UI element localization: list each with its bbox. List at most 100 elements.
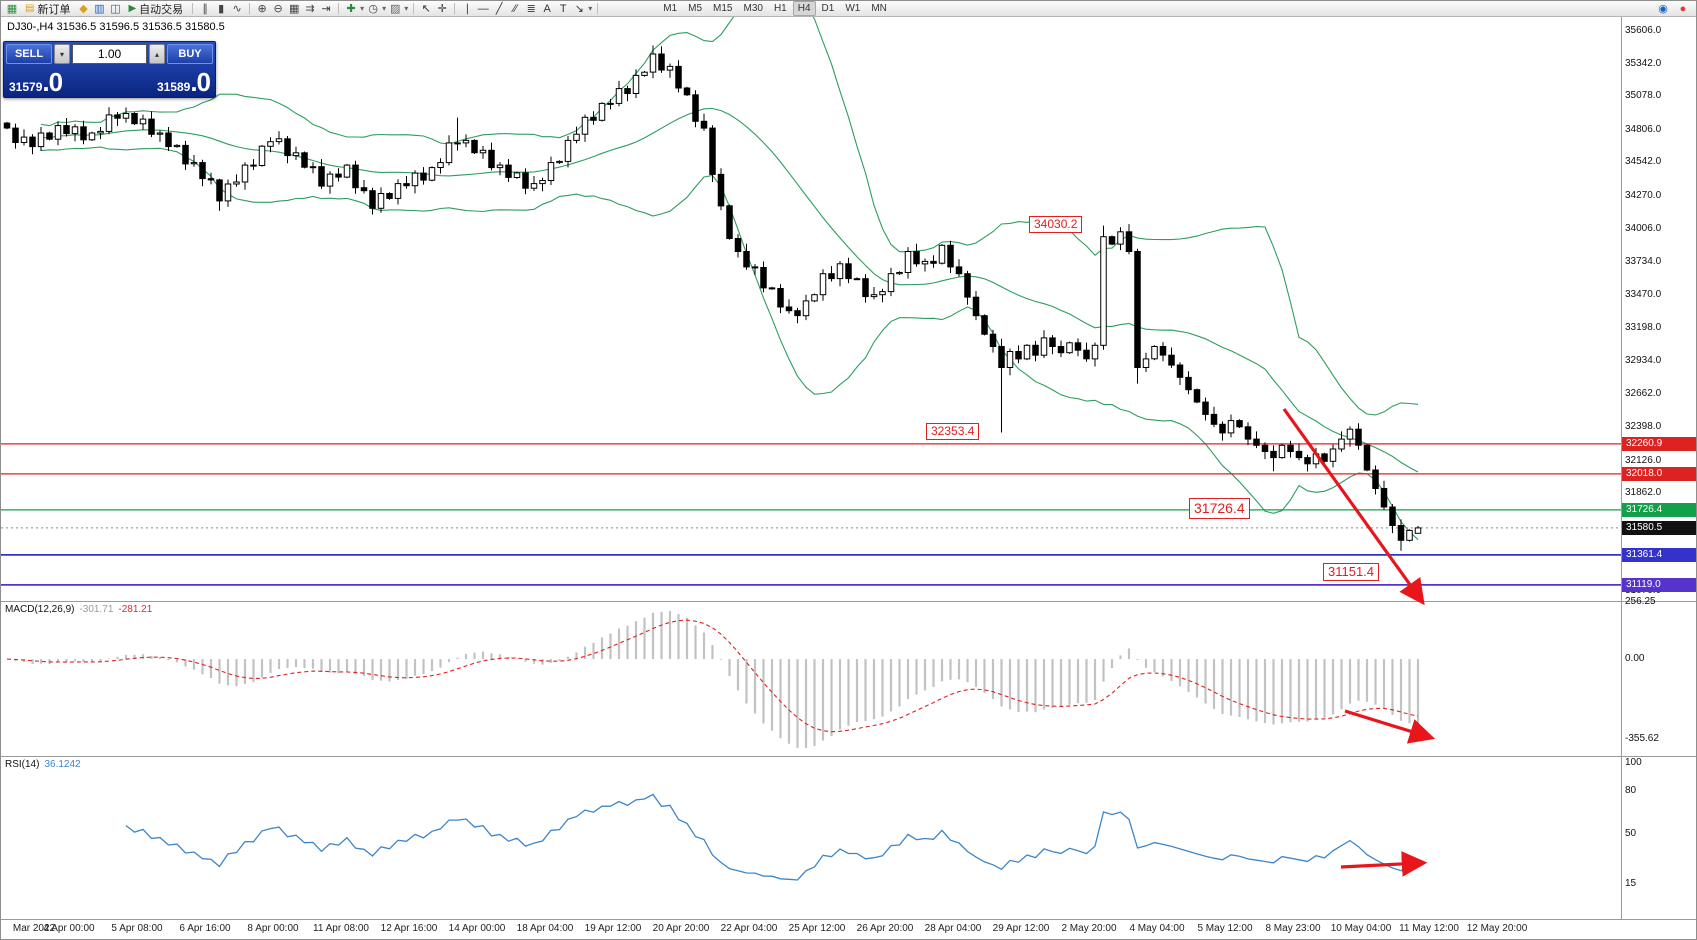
- dropdown-caret-icon[interactable]: ▾: [360, 4, 365, 13]
- horizontal-line-icon[interactable]: ―: [477, 2, 489, 15]
- data-window-icon[interactable]: ◫: [110, 2, 121, 15]
- time-axis-label: 28 Apr 04:00: [924, 923, 982, 934]
- price-annotation[interactable]: 34030.2: [1029, 216, 1083, 233]
- time-axis-label: 8 May 23:00: [1265, 923, 1321, 934]
- price-axis-label: 35606.0: [1625, 25, 1662, 36]
- market-watch-icon[interactable]: ▥: [94, 2, 105, 15]
- price-axis-label: 31862.0: [1625, 487, 1662, 498]
- trend-arrow-2[interactable]: [1344, 709, 1436, 744]
- price-tag[interactable]: 31726.4: [1622, 503, 1696, 517]
- horizontal-level-lines[interactable]: [1, 443, 1621, 586]
- price-tag[interactable]: 31119.0: [1622, 578, 1696, 592]
- toolbar-separator: [413, 3, 415, 14]
- indicators-icon[interactable]: ✚: [346, 2, 356, 15]
- new-chart-icon[interactable]: ▦: [6, 2, 18, 15]
- dropdown-caret-icon[interactable]: ▾: [588, 4, 593, 13]
- buy-price-big: .0: [190, 67, 211, 97]
- time-axis-label: 10 May 04:00: [1330, 923, 1392, 934]
- time-axis-label: 19 Apr 12:00: [584, 923, 642, 934]
- price-axis-label: 32398.0: [1625, 421, 1662, 432]
- sell-price[interactable]: 31579.0: [9, 65, 63, 95]
- macd-signal-line: [6, 619, 1419, 733]
- chart-title: DJ30-,H4 31536.5 31596.5 31536.5 31580.5: [7, 21, 225, 33]
- volume-decrease-button[interactable]: ▾: [54, 44, 70, 64]
- bar-chart-mode-icon[interactable]: ∥: [202, 2, 208, 15]
- notification-badge[interactable]: ●: [1679, 2, 1687, 15]
- price-axis-label: 32126.0: [1625, 455, 1662, 466]
- volume-input[interactable]: [72, 44, 147, 64]
- timeframe-group: M1 M5 M15 M30 H1 H4 D1 W1 MN: [658, 1, 892, 16]
- timeframe-w1[interactable]: W1: [845, 3, 861, 14]
- time-axis-label: 20 Apr 20:00: [652, 923, 710, 934]
- timeframe-m30[interactable]: M30: [743, 3, 763, 14]
- price-axis-label: 32934.0: [1625, 355, 1662, 366]
- status-icon[interactable]: ◉: [1658, 2, 1668, 15]
- price-annotation[interactable]: 32353.4: [926, 423, 980, 440]
- timeframe-h4[interactable]: H4: [792, 1, 816, 16]
- price-tag[interactable]: 32260.9: [1622, 437, 1696, 451]
- time-axis-label: 11 Apr 08:00: [313, 923, 369, 934]
- dropdown-caret-icon[interactable]: ▾: [382, 4, 387, 13]
- vertical-line-icon[interactable]: ∣: [464, 2, 470, 15]
- tile-windows-icon[interactable]: ▦: [288, 2, 300, 15]
- trendline-icon[interactable]: ╱: [495, 2, 503, 15]
- zoom-out-icon[interactable]: ⊖: [273, 2, 283, 15]
- equidistant-channel-icon[interactable]: ∕∕: [513, 2, 518, 15]
- price-axis-label: 34270.0: [1625, 190, 1662, 201]
- trend-arrow-3[interactable]: [1340, 851, 1428, 877]
- macd-axis-label: -355.62: [1625, 733, 1659, 744]
- chart-shift-icon[interactable]: ⇥: [321, 2, 331, 15]
- time-axis-label: 18 Apr 04:00: [516, 923, 574, 934]
- macd-indicator-label: MACD(12,26,9) -301.71 -281.21: [5, 604, 157, 615]
- time-axis-label: 2 May 20:00: [1061, 923, 1117, 934]
- periods-icon[interactable]: ◷: [368, 2, 378, 15]
- templates-icon[interactable]: ▨: [389, 2, 401, 15]
- timeframe-m5[interactable]: M5: [688, 3, 703, 14]
- timeframe-m15[interactable]: M15: [713, 3, 733, 14]
- rsi-name: RSI(14): [5, 759, 40, 770]
- time-axis-label: 25 Apr 12:00: [788, 923, 846, 934]
- candlestick-mode-icon[interactable]: ▮: [218, 2, 225, 15]
- price-tag[interactable]: 31361.4: [1622, 548, 1696, 562]
- arrows-tool-icon[interactable]: ↘: [574, 2, 584, 15]
- toolbar-separator: [192, 3, 194, 14]
- price-axis-label: 35078.0: [1625, 90, 1662, 101]
- rsi-line: [125, 793, 1419, 881]
- dropdown-caret-icon[interactable]: ▾: [404, 4, 409, 13]
- timeframe-m1[interactable]: M1: [663, 3, 678, 14]
- text-label-icon[interactable]: T: [559, 2, 567, 15]
- volume-increase-button[interactable]: ▴: [149, 44, 165, 64]
- price-annotation[interactable]: 31151.4: [1323, 563, 1380, 581]
- line-chart-mode-icon[interactable]: ∿: [232, 2, 242, 15]
- time-axis-label: 5 Apr 08:00: [111, 923, 163, 934]
- rsi-axis-label: 80: [1625, 785, 1637, 796]
- trend-arrow-1[interactable]: [1282, 408, 1425, 606]
- one-click-trading-panel: SELL ▾ ▴ BUY 31579.0 31589.0: [3, 41, 216, 98]
- chart-profile-icon[interactable]: ◆: [79, 2, 88, 15]
- timeframe-h1[interactable]: H1: [773, 3, 787, 14]
- timeframe-d1[interactable]: D1: [821, 3, 835, 14]
- buy-button[interactable]: BUY: [167, 44, 213, 64]
- buy-price[interactable]: 31589.0: [157, 65, 211, 97]
- time-axis-label: 12 May 20:00: [1466, 923, 1528, 934]
- new-order-button[interactable]: ▤ 新订单: [22, 1, 73, 17]
- new-order-button-icon: ▤: [25, 3, 35, 14]
- price-axis-label: 32662.0: [1625, 388, 1662, 399]
- time-axis-label: 4 Apr 00:00: [43, 923, 95, 934]
- fibonacci-icon[interactable]: ≣: [526, 2, 536, 15]
- price-tag[interactable]: 31580.5: [1622, 521, 1696, 535]
- auto-scroll-icon[interactable]: ⇉: [305, 2, 315, 15]
- timeframe-mn[interactable]: MN: [871, 3, 887, 14]
- autotrading-button[interactable]: ▶ 自动交易: [125, 1, 186, 17]
- text-icon[interactable]: A: [543, 2, 551, 15]
- price-axis-label: 33470.0: [1625, 289, 1662, 300]
- rsi-axis-label: 100: [1625, 757, 1642, 768]
- crosshair-icon[interactable]: ✛: [437, 2, 447, 15]
- price-tag[interactable]: 32018.0: [1622, 467, 1696, 481]
- rsi-value: 36.1242: [44, 759, 81, 770]
- cursor-icon[interactable]: ↖: [421, 2, 431, 15]
- zoom-in-icon[interactable]: ⊕: [257, 2, 267, 15]
- price-annotation[interactable]: 31726.4: [1189, 498, 1250, 519]
- sell-button[interactable]: SELL: [6, 44, 52, 64]
